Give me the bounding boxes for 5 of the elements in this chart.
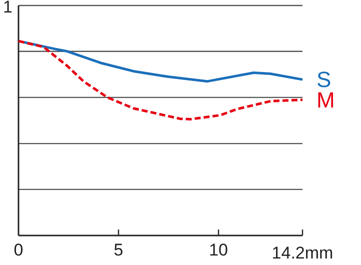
x-tick-label: 14.2mm [272,244,334,262]
x-tick-label: 10 [209,240,228,260]
text: 1 [3,0,13,16]
x-tick-label: 5 [114,240,124,260]
x-tick-label: 0 [14,240,24,260]
